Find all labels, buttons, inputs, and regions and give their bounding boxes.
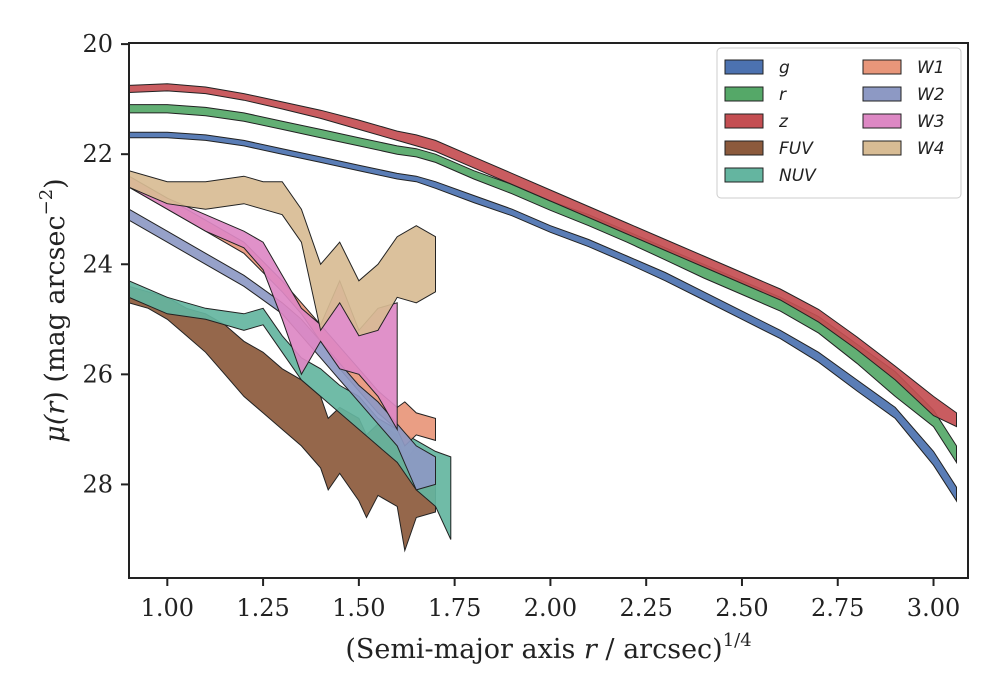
legend-label-nuv: NUV [779,166,817,186]
legend-label-z: z [778,112,789,132]
x-tick-label: 1.75 [428,594,481,622]
x-tick-label: 1.50 [332,594,385,622]
band-w4 [129,170,436,337]
x-tick-label: 3.00 [907,594,960,622]
legend-swatch-g [724,59,764,75]
x-tick-label: 2.00 [524,594,577,622]
band-z [129,83,957,428]
x-axis-label: (Semi-major axis r / arcsec)1/4 [345,630,751,665]
legend-swatch-w1 [862,59,902,75]
y-axis-label: μ(r) (mag arcsec−2) [36,178,71,442]
band-g [129,131,957,503]
legend-swatch-w2 [862,86,902,102]
profile-bands [129,83,957,553]
y-tick-label: 22 [82,140,113,168]
legend-swatch-r [724,86,764,102]
legend-label-g: g [779,58,790,78]
legend-swatch-nuv [724,167,764,183]
legend-label-w4: W4 [917,139,945,159]
y-axis-ticks: 20 22 24 26 28 [82,30,129,498]
legend-swatch-w4 [862,140,902,156]
y-tick-label: 24 [82,250,113,278]
legend-swatch-z [724,113,764,129]
legend-label-r: r [779,85,787,105]
legend-swatch-w3 [862,113,902,129]
y-tick-label: 26 [82,360,113,388]
x-tick-label: 2.25 [619,594,672,622]
legend-box [716,47,962,199]
x-tick-label: 1.00 [141,594,194,622]
legend: grz FUV NUV W1 W2 W3 W4 [716,47,962,199]
y-tick-label: 20 [82,30,113,58]
band-r [129,104,957,465]
band-fuv [129,285,436,553]
legend-swatch-fuv [724,140,764,156]
x-axis-ticks: 1.00 1.25 1.50 1.75 2.00 2.25 2.50 2.75 3.00 [141,578,960,622]
band-nuv [129,280,452,540]
x-tick-label: 2.75 [811,594,864,622]
x-tick-label: 1.25 [236,594,289,622]
legend-label-w3: W3 [917,112,945,132]
legend-label-fuv: FUV [779,139,814,159]
x-tick-label: 2.50 [715,594,768,622]
legend-label-w1: W1 [917,58,945,78]
y-tick-label: 28 [82,470,113,498]
plot-frame [128,42,969,579]
legend-label-w2: W2 [917,85,945,105]
